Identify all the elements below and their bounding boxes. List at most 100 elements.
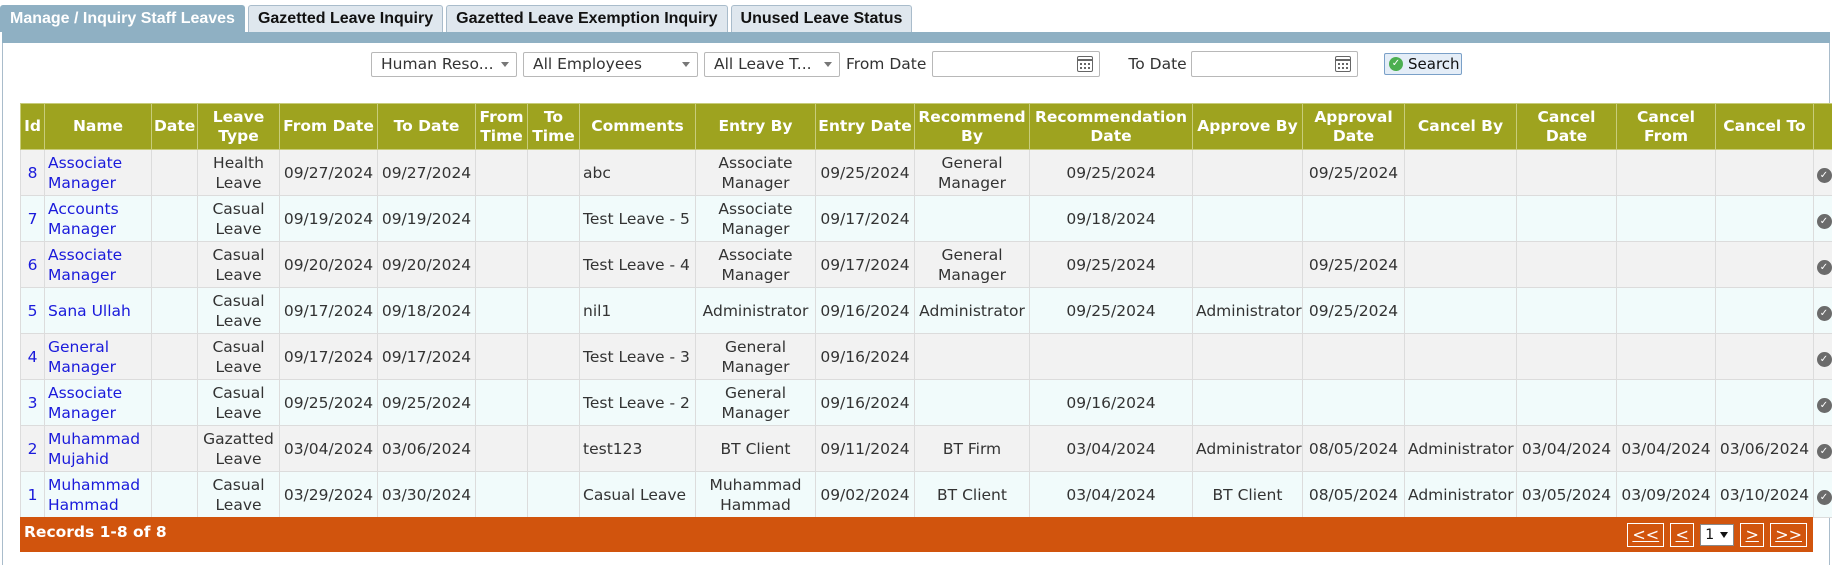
tab-gazetted-leave-inquiry[interactable]: Gazetted Leave Inquiry: [247, 5, 444, 32]
leave-id-link[interactable]: 6: [27, 255, 38, 274]
last-page-button[interactable]: >>: [1770, 523, 1807, 547]
cancel-to-cell: [1715, 379, 1814, 426]
col-approve-by-header[interactable]: Approve By: [1192, 103, 1303, 150]
tab-gazetted-leave-exemption-inquiry[interactable]: Gazetted Leave Exemption Inquiry: [446, 5, 728, 32]
entry-date-cell-text: 09/02/2024: [820, 485, 910, 504]
entry-date-cell: 09/16/2024: [815, 287, 915, 334]
to-date-input[interactable]: [1190, 51, 1358, 77]
leave-id-link[interactable]: 8: [27, 163, 38, 182]
approval-date-cell-text: 09/25/2024: [1308, 301, 1399, 320]
check-circle-icon[interactable]: ✓: [1816, 489, 1832, 505]
col-from-time-header[interactable]: From Time: [475, 103, 528, 150]
recommendation-date-cell: [1029, 333, 1193, 380]
next-page-button[interactable]: >: [1740, 523, 1765, 547]
table-row: 2 Muhammad Mujahid Gazatted Leave 03/04/202…: [20, 425, 1832, 472]
col-cancel-by-header[interactable]: Cancel By: [1404, 103, 1517, 150]
from-time-cell: [475, 195, 528, 242]
comments-cell-text: Test Leave - 2: [583, 393, 690, 412]
page-select[interactable]: 1: [1700, 524, 1735, 546]
tab-manage-staff-leaves[interactable]: Manage / Inquiry Staff Leaves: [0, 5, 245, 32]
col-recommend-by-header[interactable]: Recommend By: [914, 103, 1030, 150]
check-circle-icon[interactable]: ✓: [1816, 443, 1832, 459]
recommend-by-cell: [914, 379, 1030, 426]
department-select[interactable]: Human Reso...: [371, 51, 517, 77]
employee-name-link[interactable]: Associate Manager: [48, 153, 123, 192]
cancel-date-cell: [1516, 241, 1617, 288]
col-to-date-header[interactable]: To Date: [377, 103, 476, 150]
col-id-header[interactable]: Id: [20, 103, 45, 150]
check-circle-icon[interactable]: ✓: [1816, 259, 1832, 275]
from-date-cell: 09/17/2024: [279, 287, 378, 334]
entry-by-cell-text: BT Client: [720, 439, 791, 458]
to-time-cell: [527, 379, 580, 426]
col-name-header[interactable]: Name: [44, 103, 152, 150]
from-time-cell: [475, 379, 528, 426]
employee-name-link[interactable]: Sana Ullah: [48, 301, 131, 320]
leave-type-select-value: All Leave T...: [714, 54, 812, 73]
leave-id-link[interactable]: 4: [27, 347, 38, 366]
col-comments-header[interactable]: Comments: [579, 103, 696, 150]
employee-name-link[interactable]: Associate Manager: [48, 383, 123, 422]
table-row: 3 Associate Manager Casual Leave 09/25/2024…: [20, 379, 1832, 426]
from-date-cell: 09/19/2024: [279, 195, 378, 242]
recommendation-date-cell: 03/04/2024: [1029, 471, 1193, 518]
from-date-cell-text: 09/25/2024: [283, 393, 374, 412]
employee-name-link[interactable]: Muhammad Hammad: [48, 475, 141, 514]
col-entry-date-header[interactable]: Entry Date: [815, 103, 915, 150]
employee-name-link[interactable]: Accounts Manager: [48, 199, 119, 238]
from-date-input[interactable]: [932, 51, 1101, 77]
employee-name-link[interactable]: General Manager: [48, 337, 116, 376]
col-to-time-header[interactable]: To Time: [527, 103, 580, 150]
first-page-button[interactable]: <<: [1627, 523, 1665, 547]
entry-date-cell: 09/17/2024: [815, 195, 915, 242]
check-circle-icon[interactable]: ✓: [1816, 397, 1832, 413]
leave-type-cell: Casual Leave: [197, 379, 280, 426]
col-approval-date-header[interactable]: Approval Date: [1302, 103, 1405, 150]
col-cancel-date-header[interactable]: Cancel Date: [1516, 103, 1617, 150]
col-cancel-from-header[interactable]: Cancel From: [1616, 103, 1716, 150]
cancel-to-cell: [1715, 195, 1814, 242]
employee-name-link[interactable]: Associate Manager: [48, 245, 123, 284]
employee-select[interactable]: All Employees: [523, 51, 698, 77]
date-cell: [151, 333, 198, 380]
to-date-cell: 03/06/2024: [377, 425, 476, 472]
prev-page-button[interactable]: <: [1670, 523, 1695, 547]
col-entry-by-header[interactable]: Entry By: [695, 103, 816, 150]
from-date-cell-text: 09/27/2024: [283, 163, 374, 182]
cancel-from-cell: [1616, 149, 1716, 196]
leave-type-cell-text: Health Leave: [213, 153, 264, 192]
cancel-from-cell-text: 03/04/2024: [1621, 439, 1711, 458]
leave-id-link[interactable]: 2: [27, 439, 38, 458]
calendar-icon[interactable]: [1334, 56, 1351, 72]
leave-id-link[interactable]: 1: [27, 485, 38, 504]
pager: << < 1 > >>: [1627, 523, 1807, 547]
leave-type-select[interactable]: All Leave T...: [704, 51, 840, 77]
recommend-by-cell: Administrator: [914, 287, 1030, 334]
col-date-header[interactable]: Date: [151, 103, 198, 150]
leave-id-link[interactable]: 7: [27, 209, 38, 228]
col-leave-type-header[interactable]: Leave Type: [197, 103, 280, 150]
tab-unused-leave-status[interactable]: Unused Leave Status: [730, 5, 913, 32]
check-circle-icon[interactable]: ✓: [1816, 351, 1832, 367]
recommend-by-cell-text: BT Client: [937, 485, 1007, 504]
leave-id-link[interactable]: 5: [27, 301, 38, 320]
col-from-date-header[interactable]: From Date: [279, 103, 378, 150]
calendar-icon[interactable]: [1077, 56, 1094, 72]
col-cancel-to-header[interactable]: Cancel To: [1715, 103, 1814, 150]
entry-date-cell: 09/17/2024: [815, 241, 915, 288]
leave-type-cell: Casual Leave: [197, 287, 280, 334]
col-recommendation-date-header[interactable]: Recommendation Date: [1029, 103, 1193, 150]
leave-type-cell-text: Gazatted Leave: [203, 429, 274, 468]
to-date-cell-text: 03/06/2024: [381, 439, 472, 458]
check-circle-icon[interactable]: ✓: [1816, 305, 1832, 321]
leave-id-link[interactable]: 3: [27, 393, 38, 412]
action-cell: ✓: [1813, 425, 1832, 472]
search-button[interactable]: ✓ Search: [1384, 53, 1462, 75]
table-footer: Records 1-8 of 8 << < 1 > >>: [20, 517, 1813, 552]
check-circle-icon[interactable]: ✓: [1816, 167, 1832, 183]
employee-name-link[interactable]: Muhammad Mujahid: [48, 429, 141, 468]
action-cell: ✓: [1813, 195, 1832, 242]
check-circle-icon[interactable]: ✓: [1816, 213, 1832, 229]
name-cell: Associate Manager: [44, 241, 152, 288]
leave-type-cell-text: Casual Leave: [212, 291, 265, 330]
